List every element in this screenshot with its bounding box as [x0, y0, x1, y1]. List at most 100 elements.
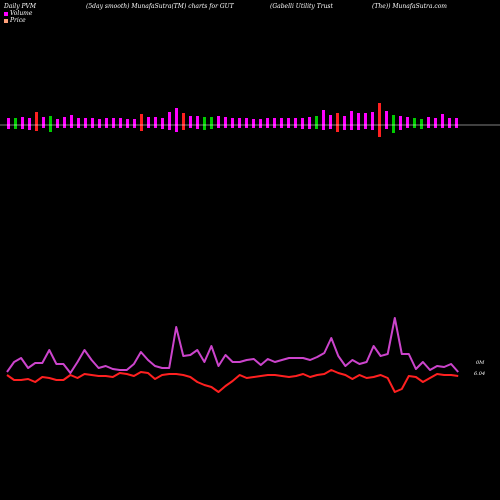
volume-bar-up	[77, 118, 80, 125]
volume-bar-up	[70, 115, 73, 125]
volume-bar-up	[259, 119, 262, 125]
volume-bar-up	[294, 118, 297, 125]
volume-bar-up	[224, 117, 227, 125]
volume-bar-down	[210, 125, 213, 129]
volume-bar-down	[203, 125, 206, 130]
volume-bar-up	[196, 116, 199, 125]
volume-bar-down	[329, 125, 332, 129]
volume-bar-down	[252, 125, 255, 128]
volume-bar-down	[7, 125, 10, 129]
volume-bar-up	[315, 116, 318, 125]
volume-bar-down	[98, 125, 101, 128]
volume-bar-up	[350, 111, 353, 125]
volume-bar-down	[28, 125, 31, 130]
volume-bar-up	[210, 117, 213, 125]
volume-bar-up	[357, 113, 360, 125]
volume-bar-up	[14, 118, 17, 125]
volume-bar-up	[420, 119, 423, 125]
volume-bar-down	[441, 125, 444, 128]
volume-bar-down	[182, 125, 185, 130]
volume-bar-down	[259, 125, 262, 128]
volume-bar-down	[161, 125, 164, 129]
volume-bar-down	[455, 125, 458, 128]
legend-volume-swatch	[4, 11, 8, 16]
volume-bar-up	[28, 118, 31, 125]
volume-bar-down	[245, 125, 248, 128]
volume-bar-up	[119, 118, 122, 125]
volume-bar-up	[217, 116, 220, 125]
volume-bar-up	[308, 117, 311, 125]
volume-bar-down	[91, 125, 94, 128]
volume-bar-up	[427, 117, 430, 125]
volume-bar-up	[399, 116, 402, 125]
volume-bar-up	[245, 118, 248, 125]
volume-bar-down	[427, 125, 430, 128]
volume-bar-down	[133, 125, 136, 128]
volume-bar-up	[189, 116, 192, 125]
volume-bar-down	[294, 125, 297, 128]
volume-bar-up	[98, 119, 101, 125]
volume-bar-down	[112, 125, 115, 128]
volume-bar-up	[441, 114, 444, 125]
volume-bar-down	[42, 125, 45, 128]
volume-bar-up	[231, 118, 234, 125]
volume-bar-down	[231, 125, 234, 128]
volume-bar-up	[49, 116, 52, 125]
volume-bar-down	[378, 125, 381, 137]
volume-bar-down	[77, 125, 80, 128]
volume-bar-down	[406, 125, 409, 128]
volume-bar-down	[147, 125, 150, 128]
volume-bar-up	[287, 118, 290, 125]
chart-title-main: (5day smooth) MunafaSutra(TM) charts for…	[86, 3, 234, 10]
volume-bar-down	[63, 125, 66, 128]
volume-bar-down	[385, 125, 388, 129]
volume-bar-down	[14, 125, 17, 129]
volume-bar-down	[35, 125, 38, 131]
volume-bar-up	[105, 118, 108, 125]
volume-bar-down	[238, 125, 241, 128]
volume-bar-up	[63, 117, 66, 125]
series-lines	[6, 317, 459, 393]
legend-volume: Volume	[4, 10, 32, 17]
volume-bar-down	[420, 125, 423, 129]
price-series-label: 6.04	[474, 371, 485, 377]
volume-bar-down	[448, 125, 451, 128]
volume-bar-up	[280, 118, 283, 125]
volume-bar-up	[238, 118, 241, 125]
legend-price: Price	[4, 17, 26, 24]
volume-bar-up	[336, 113, 339, 125]
volume-bar-down	[175, 125, 178, 132]
volume-bar-down	[287, 125, 290, 128]
volume-bar-up	[175, 108, 178, 125]
volume-bar-up	[84, 118, 87, 125]
volume-bar-down	[350, 125, 353, 130]
legend-volume-label: Volume	[10, 10, 33, 17]
volume-bar-down	[315, 125, 318, 129]
volume-bar-down	[140, 125, 143, 131]
volume-bar-up	[182, 113, 185, 125]
volume-bar-up	[21, 117, 24, 125]
volume-bar-up	[448, 118, 451, 125]
volume-bar-up	[273, 118, 276, 125]
volume-bar-down	[392, 125, 395, 133]
volume-bar-down	[84, 125, 87, 128]
volume-bar-down	[301, 125, 304, 129]
volume-bar-down	[280, 125, 283, 128]
volume-bar-up	[7, 118, 10, 125]
volume-bar-down	[105, 125, 108, 128]
volume-bar-up	[147, 117, 150, 125]
volume-bar-up	[112, 118, 115, 125]
volume-bar-up	[322, 110, 325, 125]
volume-bar-up	[385, 111, 388, 125]
volume-bar-down	[399, 125, 402, 130]
volume-bar-up	[378, 103, 381, 125]
chart-title-company: (Gabelli Utility Trust	[270, 3, 333, 10]
volume-bar-down	[56, 125, 59, 128]
volume-bar-up	[35, 112, 38, 125]
volume-bar-down	[357, 125, 360, 130]
volume-bar-down	[343, 125, 346, 130]
volume-bar-down	[308, 125, 311, 129]
volume-bar-down	[217, 125, 220, 128]
volume-series-label: 0M	[476, 360, 485, 366]
